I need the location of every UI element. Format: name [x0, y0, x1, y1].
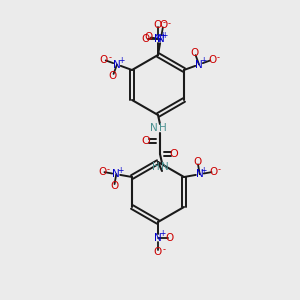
Text: N: N	[157, 34, 165, 44]
Text: O: O	[98, 167, 106, 177]
Text: N: N	[150, 123, 158, 133]
Text: O: O	[191, 48, 199, 58]
Text: -: -	[218, 165, 221, 174]
Text: +: +	[200, 56, 206, 65]
Text: +: +	[159, 230, 165, 238]
Text: O: O	[154, 247, 162, 257]
Text: N: N	[113, 59, 121, 70]
Text: O: O	[142, 34, 150, 44]
Text: N: N	[154, 34, 162, 44]
Text: N: N	[196, 169, 204, 179]
Text: O: O	[110, 181, 118, 191]
Text: O: O	[209, 167, 217, 177]
Text: -: -	[108, 53, 111, 62]
Text: H: H	[159, 123, 167, 133]
Text: +: +	[117, 166, 123, 175]
Text: O: O	[109, 71, 117, 81]
Text: O: O	[100, 55, 108, 65]
Text: -: -	[168, 19, 171, 28]
Text: N: N	[161, 162, 169, 172]
Text: N: N	[112, 169, 120, 179]
Text: H: H	[152, 162, 160, 172]
Text: O: O	[159, 20, 167, 31]
Text: -: -	[107, 165, 110, 174]
Text: N: N	[154, 233, 162, 243]
Text: O: O	[169, 149, 178, 159]
Text: O: O	[142, 136, 150, 146]
Text: -: -	[163, 19, 166, 28]
Text: -: -	[163, 245, 166, 254]
Text: O: O	[145, 32, 153, 42]
Text: O: O	[154, 20, 162, 30]
Text: O: O	[208, 55, 216, 65]
Text: -: -	[217, 53, 220, 62]
Text: N: N	[195, 59, 203, 70]
Text: O: O	[166, 233, 174, 243]
Text: +: +	[159, 31, 165, 40]
Text: +: +	[162, 31, 168, 40]
Text: +: +	[118, 56, 124, 65]
Text: O: O	[194, 158, 202, 167]
Text: +: +	[201, 166, 207, 175]
